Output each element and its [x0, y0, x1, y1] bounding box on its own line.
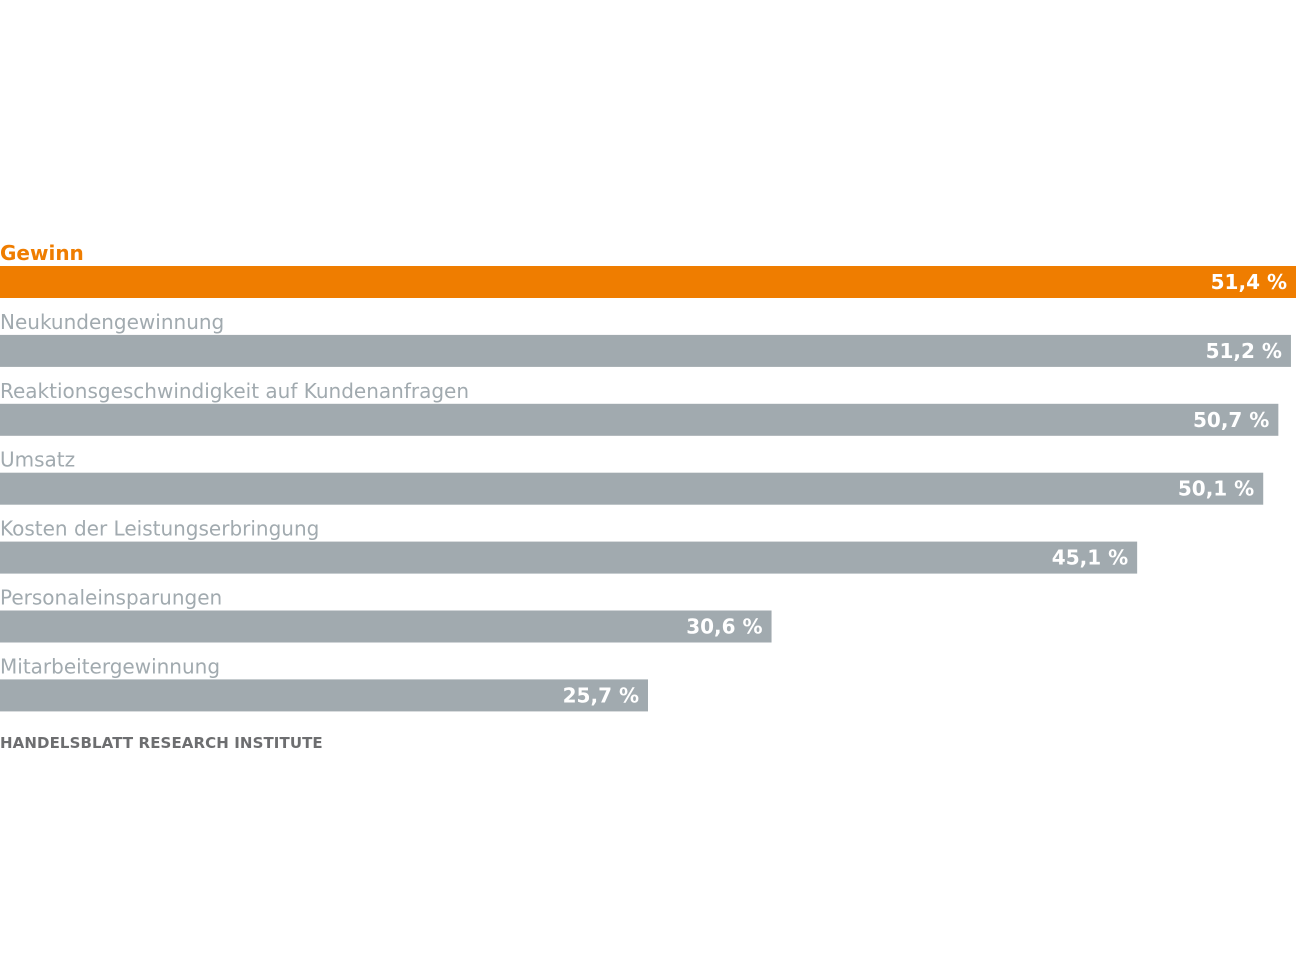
bar-value-label: 51,2 %	[1206, 339, 1282, 363]
category-label: Gewinn	[0, 241, 84, 265]
bar	[0, 679, 648, 712]
category-label: Personaleinsparungen	[0, 586, 222, 610]
bar	[0, 472, 1264, 505]
bar	[0, 610, 772, 643]
category-label: Reaktionsgeschwindigkeit auf Kundenanfra…	[0, 379, 469, 403]
bar-value-label: 45,1 %	[1052, 546, 1128, 570]
category-label: Umsatz	[0, 448, 75, 472]
bar-value-label: 50,1 %	[1178, 477, 1254, 501]
bar	[0, 403, 1279, 436]
bar-value-label: 30,6 %	[686, 615, 762, 639]
bar-value-label: 51,4 %	[1211, 270, 1287, 294]
category-label: Mitarbeitergewinnung	[0, 654, 220, 678]
category-label: Neukundengewinnung	[0, 310, 224, 334]
bar	[0, 541, 1138, 574]
bar-value-label: 50,7 %	[1193, 408, 1269, 432]
bar-value-label: 25,7 %	[563, 683, 639, 707]
source-label: HANDELSBLATT RESEARCH INSTITUTE	[0, 734, 323, 752]
bar-highlight	[0, 266, 1296, 298]
bar	[0, 334, 1291, 367]
category-label: Kosten der Leistungserbringung	[0, 517, 319, 541]
